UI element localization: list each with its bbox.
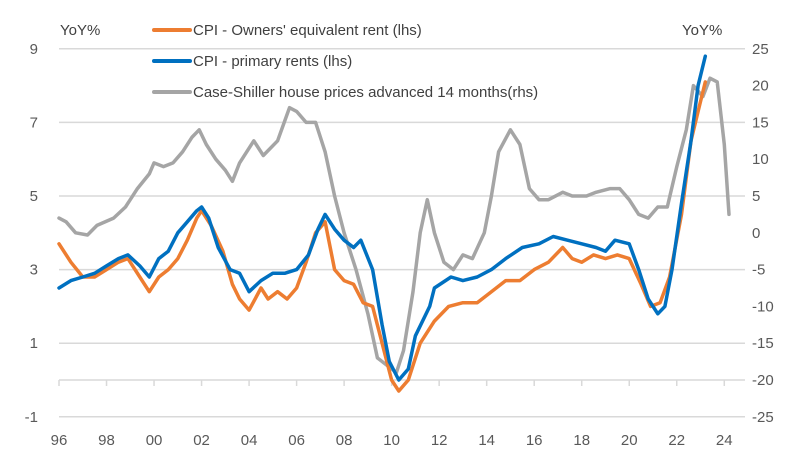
left-axis-label: YoY%: [60, 22, 100, 39]
left-tick-label: 3: [30, 262, 38, 279]
right-tick-label: 5: [752, 188, 760, 205]
x-tick-label: 02: [193, 432, 210, 449]
x-tick-label: 24: [716, 432, 733, 449]
right-tick-label: 25: [752, 41, 769, 58]
left-tick-label: -1: [25, 409, 38, 426]
left-tick-label: 1: [30, 335, 38, 352]
right-tick-label: 20: [752, 78, 769, 95]
right-tick-label: -15: [752, 335, 774, 352]
legend-label: CPI - primary rents (lhs): [193, 53, 352, 70]
x-tick-label: 04: [241, 432, 258, 449]
x-tick-label: 18: [573, 432, 590, 449]
x-tick-label: 00: [146, 432, 163, 449]
right-tick-label: 0: [752, 225, 760, 242]
gridlines: [59, 48, 745, 418]
x-tick-label: 96: [51, 432, 68, 449]
x-tick-label: 10: [383, 432, 400, 449]
x-tick-label: 14: [478, 432, 495, 449]
right-tick-label: 15: [752, 114, 769, 131]
left-tick-label: 9: [30, 41, 38, 58]
series-lines: [57, 54, 731, 393]
legend: CPI - Owners' equivalent rent (lhs) CPI -…: [152, 22, 538, 101]
x-tick-label: 20: [621, 432, 638, 449]
right-tick-label: -5: [752, 262, 765, 279]
x-tick-label: 16: [526, 432, 543, 449]
x-tick-label: 06: [288, 432, 305, 449]
x-tick-label: 08: [336, 432, 353, 449]
x-tick-label: 22: [668, 432, 685, 449]
right-tick-label: -25: [752, 409, 774, 426]
right-tick-label: -20: [752, 372, 774, 389]
series-line-0: [57, 80, 708, 393]
x-tick-label: 98: [98, 432, 115, 449]
left-tick-label: 7: [30, 114, 38, 131]
series-line-2: [57, 76, 731, 375]
right-tick-label: -10: [752, 298, 774, 315]
right-tick-label: 10: [752, 151, 769, 168]
x-tick-label: 12: [431, 432, 448, 449]
axes: -1 1 3 5 7 9 -25 -20 -15 -10 -5 0 5 10 15 20 25 96 98 00 02 0…: [25, 41, 774, 449]
right-axis-label: YoY%: [682, 22, 722, 39]
left-tick-label: 5: [30, 188, 38, 205]
legend-label: Case-Shiller house prices advanced 14 mo…: [193, 84, 538, 101]
legend-label: CPI - Owners' equivalent rent (lhs): [193, 22, 422, 39]
series-line-1: [57, 54, 708, 382]
